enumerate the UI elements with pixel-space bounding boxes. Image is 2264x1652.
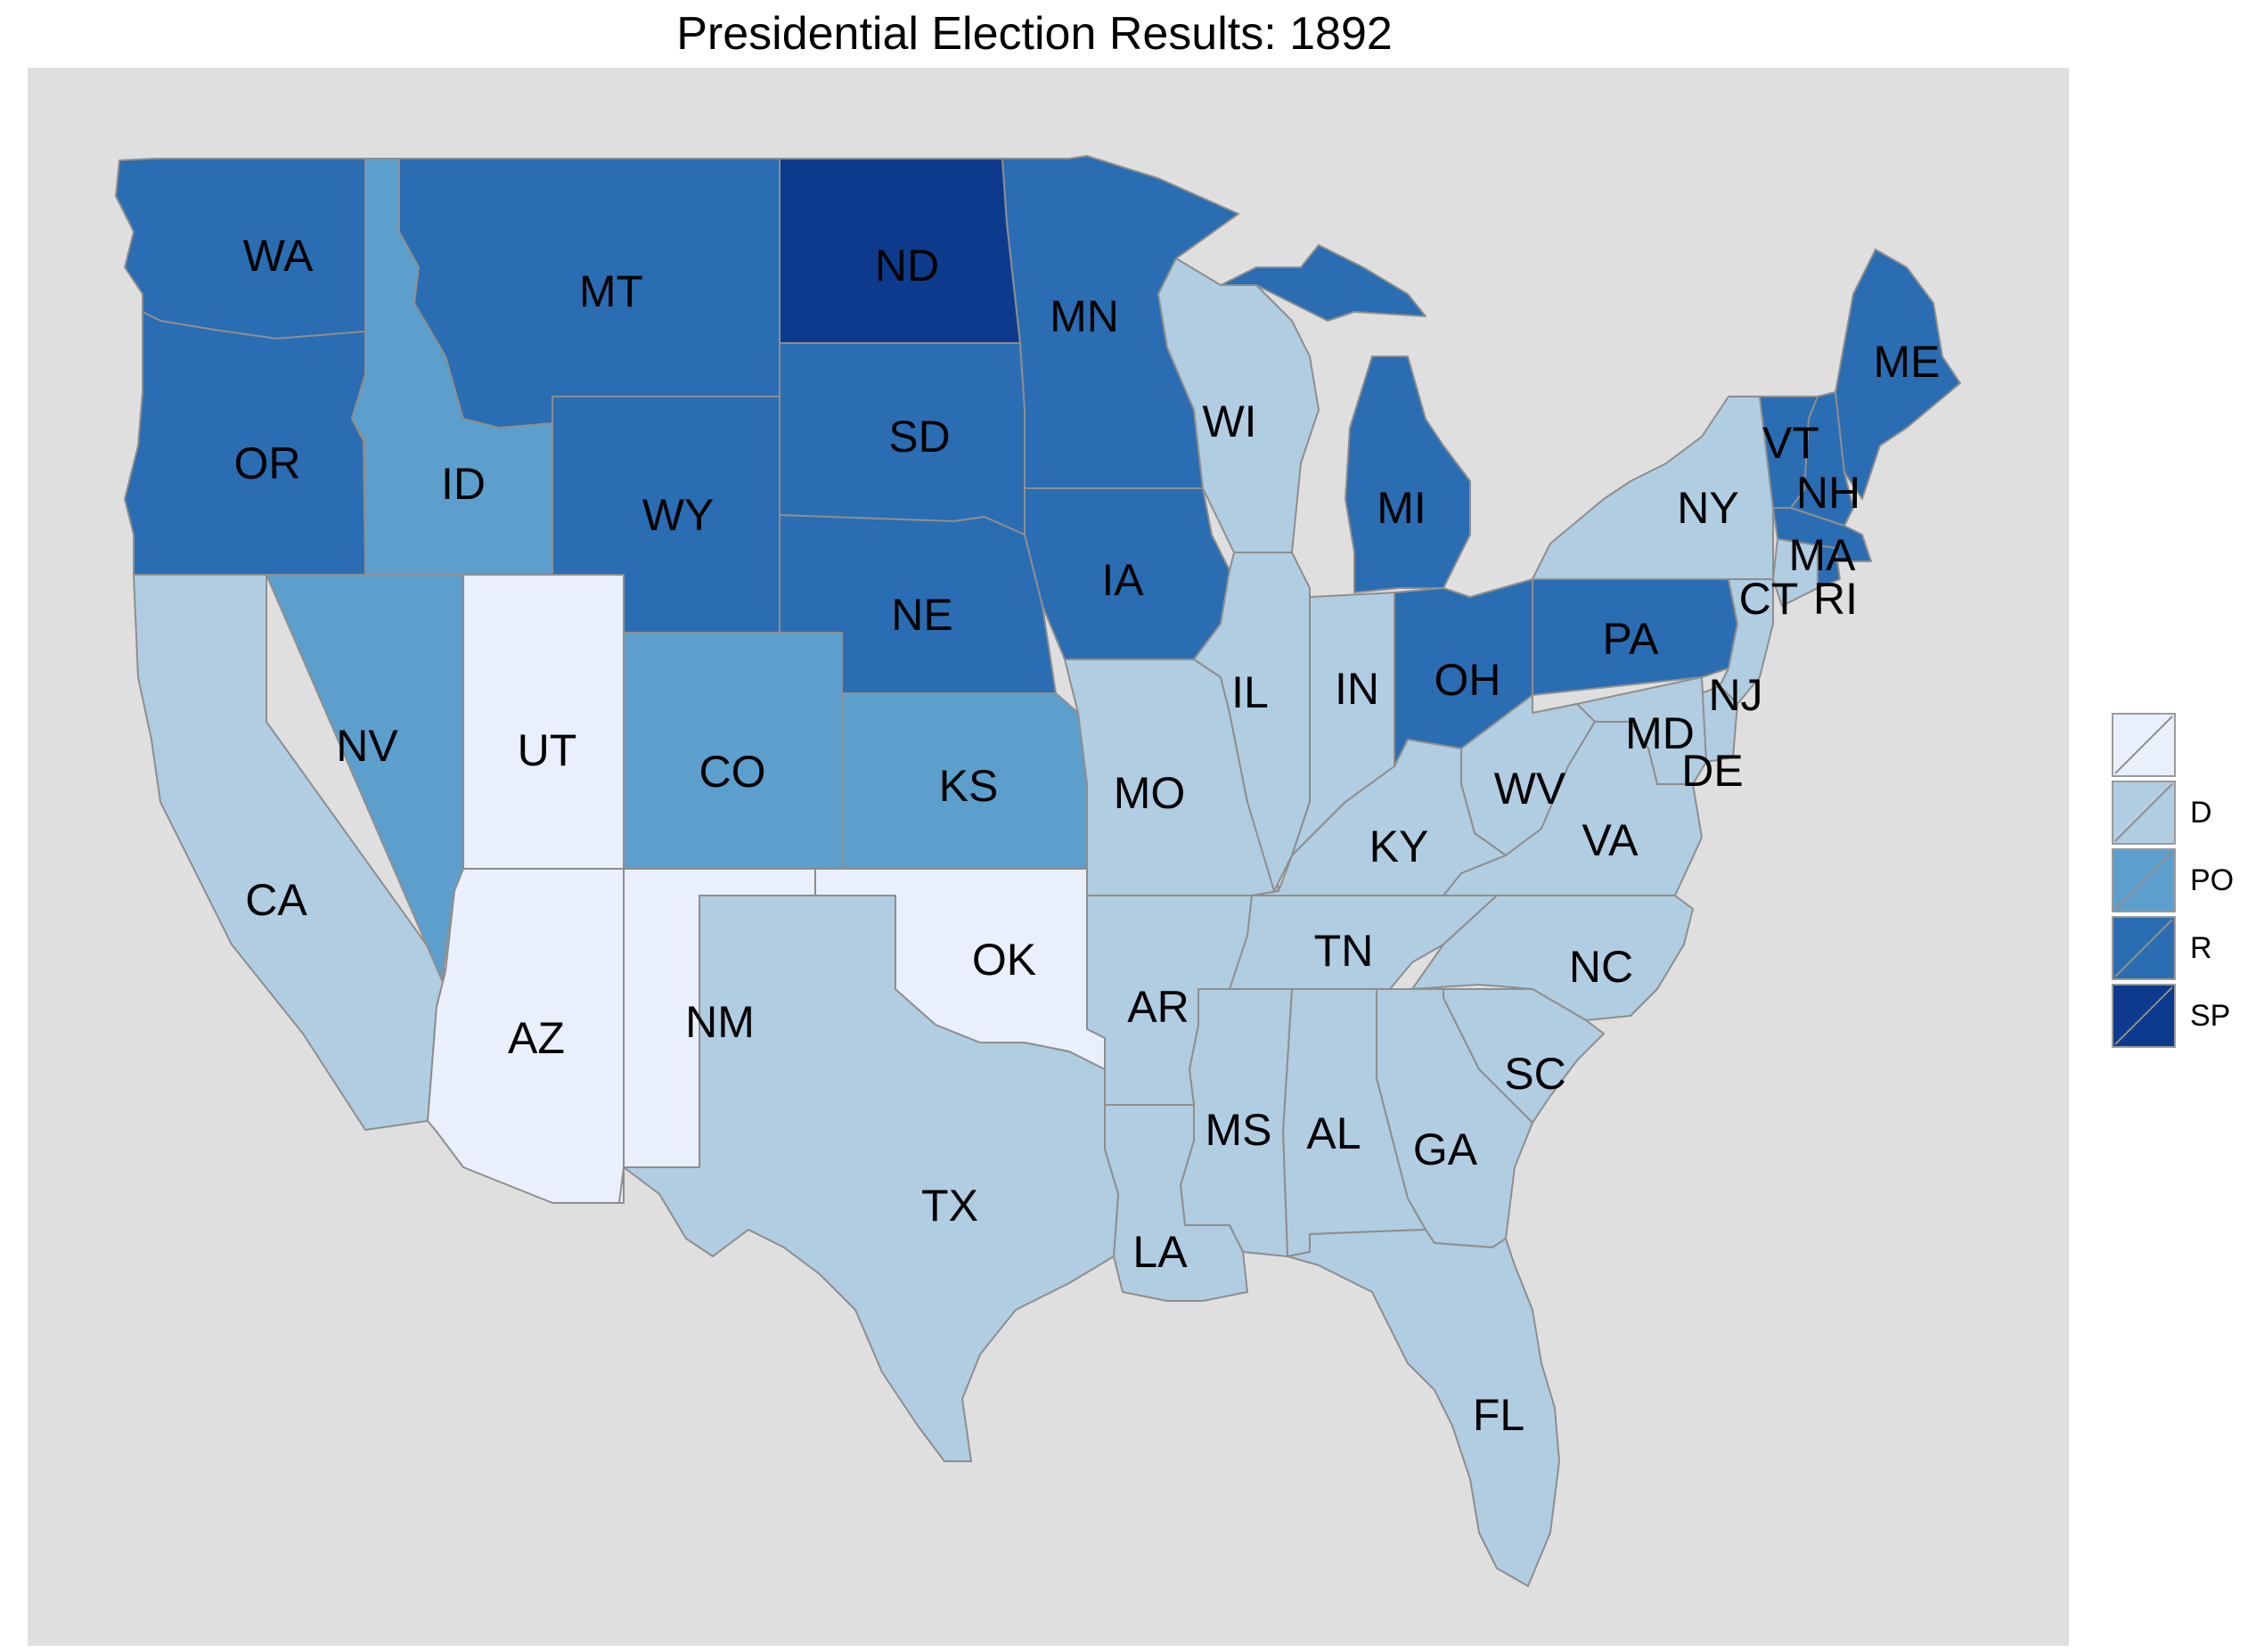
state-label-ks: KS xyxy=(939,761,999,811)
state-az xyxy=(427,868,625,1204)
state-label-la: LA xyxy=(1132,1227,1188,1277)
state-label-wa: WA xyxy=(243,231,314,281)
state-wa xyxy=(115,158,366,339)
legend-key-d xyxy=(2112,781,2176,845)
state-label-il: IL xyxy=(1231,667,1269,717)
state-label-wv: WV xyxy=(1494,764,1566,814)
state-label-va: VA xyxy=(1582,815,1639,865)
state-ct xyxy=(1772,538,1819,607)
state-label-pa: PA xyxy=(1603,614,1660,664)
legend-label-sp: SP xyxy=(2190,999,2231,1033)
state-label-az: AZ xyxy=(508,1013,565,1063)
state-il xyxy=(1193,552,1311,892)
us-map: WA OR ID MT WY ND SD NE MN IA WI MI CA NV UT CO KS MO IL IN… xyxy=(115,155,1961,1587)
state-label-nh: NH xyxy=(1796,468,1860,518)
state-label-ar: AR xyxy=(1127,982,1189,1032)
state-label-sc: SC xyxy=(1504,1049,1565,1099)
state-label-nd: ND xyxy=(875,241,939,290)
state-label-mi: MI xyxy=(1377,483,1426,533)
state-label-co: CO xyxy=(699,747,766,797)
state-label-de: DE xyxy=(1681,746,1743,796)
state-label-fl: FL xyxy=(1473,1390,1524,1440)
state-label-mn: MN xyxy=(1050,291,1119,341)
state-label-mo: MO xyxy=(1114,768,1186,818)
state-label-id: ID xyxy=(441,459,486,509)
state-label-me: ME xyxy=(1874,337,1941,387)
state-label-sd: SD xyxy=(888,412,950,462)
legend-label-po: PO xyxy=(2190,863,2235,897)
state-label-tx: TX xyxy=(921,1181,978,1231)
legend-key-po xyxy=(2112,848,2176,912)
state-ri xyxy=(1817,544,1841,589)
state-label-ut: UT xyxy=(518,725,577,775)
state-label-ga: GA xyxy=(1413,1125,1478,1174)
state-label-ma: MA xyxy=(1789,530,1857,580)
state-label-wi: WI xyxy=(1202,397,1256,446)
state-label-nv: NV xyxy=(336,721,398,771)
state-label-ca: CA xyxy=(245,875,307,925)
state-ca xyxy=(133,574,446,1131)
state-label-ok: OK xyxy=(972,935,1036,985)
state-label-nj: NJ xyxy=(1708,670,1762,720)
state-label-mt: MT xyxy=(579,266,643,316)
state-me xyxy=(1835,249,1961,500)
map-title: Presidential Election Results: 1892 xyxy=(676,8,1393,60)
state-or xyxy=(124,311,366,576)
state-label-or: OR xyxy=(234,438,301,488)
state-ut xyxy=(462,574,625,870)
state-label-wy: WY xyxy=(642,490,715,540)
legend-label-r: R xyxy=(2190,931,2212,965)
state-label-tn: TN xyxy=(1314,926,1374,976)
state-label-oh: OH xyxy=(1434,655,1501,705)
legend-key-sp xyxy=(2112,984,2176,1048)
state-label-nm: NM xyxy=(685,997,755,1047)
state-label-nc: NC xyxy=(1569,942,1633,992)
state-label-in: IN xyxy=(1335,664,1379,714)
state-label-md: MD xyxy=(1625,708,1695,758)
state-fl xyxy=(1287,1229,1560,1587)
legend-key-blank xyxy=(2112,713,2176,777)
state-label-ri: RI xyxy=(1813,574,1858,624)
state-label-al: AL xyxy=(1306,1108,1361,1158)
state-label-ct: CT xyxy=(1739,574,1799,624)
legend-key-r xyxy=(2112,916,2176,980)
state-ok xyxy=(814,868,1106,1070)
state-ky xyxy=(1251,739,1507,896)
state-label-ia: IA xyxy=(1101,555,1144,605)
state-label-ky: KY xyxy=(1369,822,1429,871)
state-label-vt: VT xyxy=(1762,418,1819,468)
map-panel: WA OR ID MT WY ND SD NE MN IA WI MI CA NV UT CO KS MO IL IN… xyxy=(28,68,2069,1646)
state-nc xyxy=(1411,895,1694,1021)
state-label-ne: NE xyxy=(891,590,952,640)
state-label-ny: NY xyxy=(1677,483,1738,533)
state-label-ms: MS xyxy=(1206,1105,1272,1155)
legend-label-d: D xyxy=(2190,796,2212,830)
